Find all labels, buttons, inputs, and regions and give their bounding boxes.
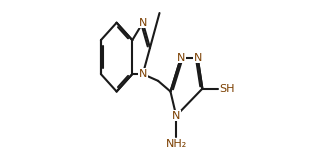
Text: N: N <box>172 111 180 121</box>
Text: N: N <box>177 53 185 63</box>
Text: N: N <box>139 69 147 79</box>
Text: SH: SH <box>220 84 235 94</box>
Text: N: N <box>193 53 202 63</box>
Text: NH₂: NH₂ <box>166 138 187 149</box>
Text: N: N <box>139 18 147 28</box>
